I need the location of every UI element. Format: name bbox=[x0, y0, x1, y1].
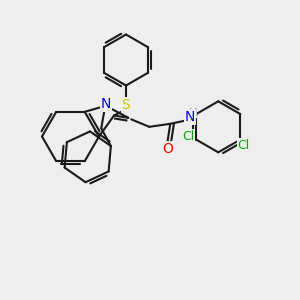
Text: S: S bbox=[122, 98, 130, 112]
Text: H: H bbox=[189, 108, 197, 118]
Text: Cl: Cl bbox=[237, 139, 250, 152]
Text: N: N bbox=[184, 110, 195, 124]
Text: N: N bbox=[100, 97, 111, 111]
Text: Cl: Cl bbox=[182, 130, 195, 143]
Text: O: O bbox=[162, 142, 173, 156]
